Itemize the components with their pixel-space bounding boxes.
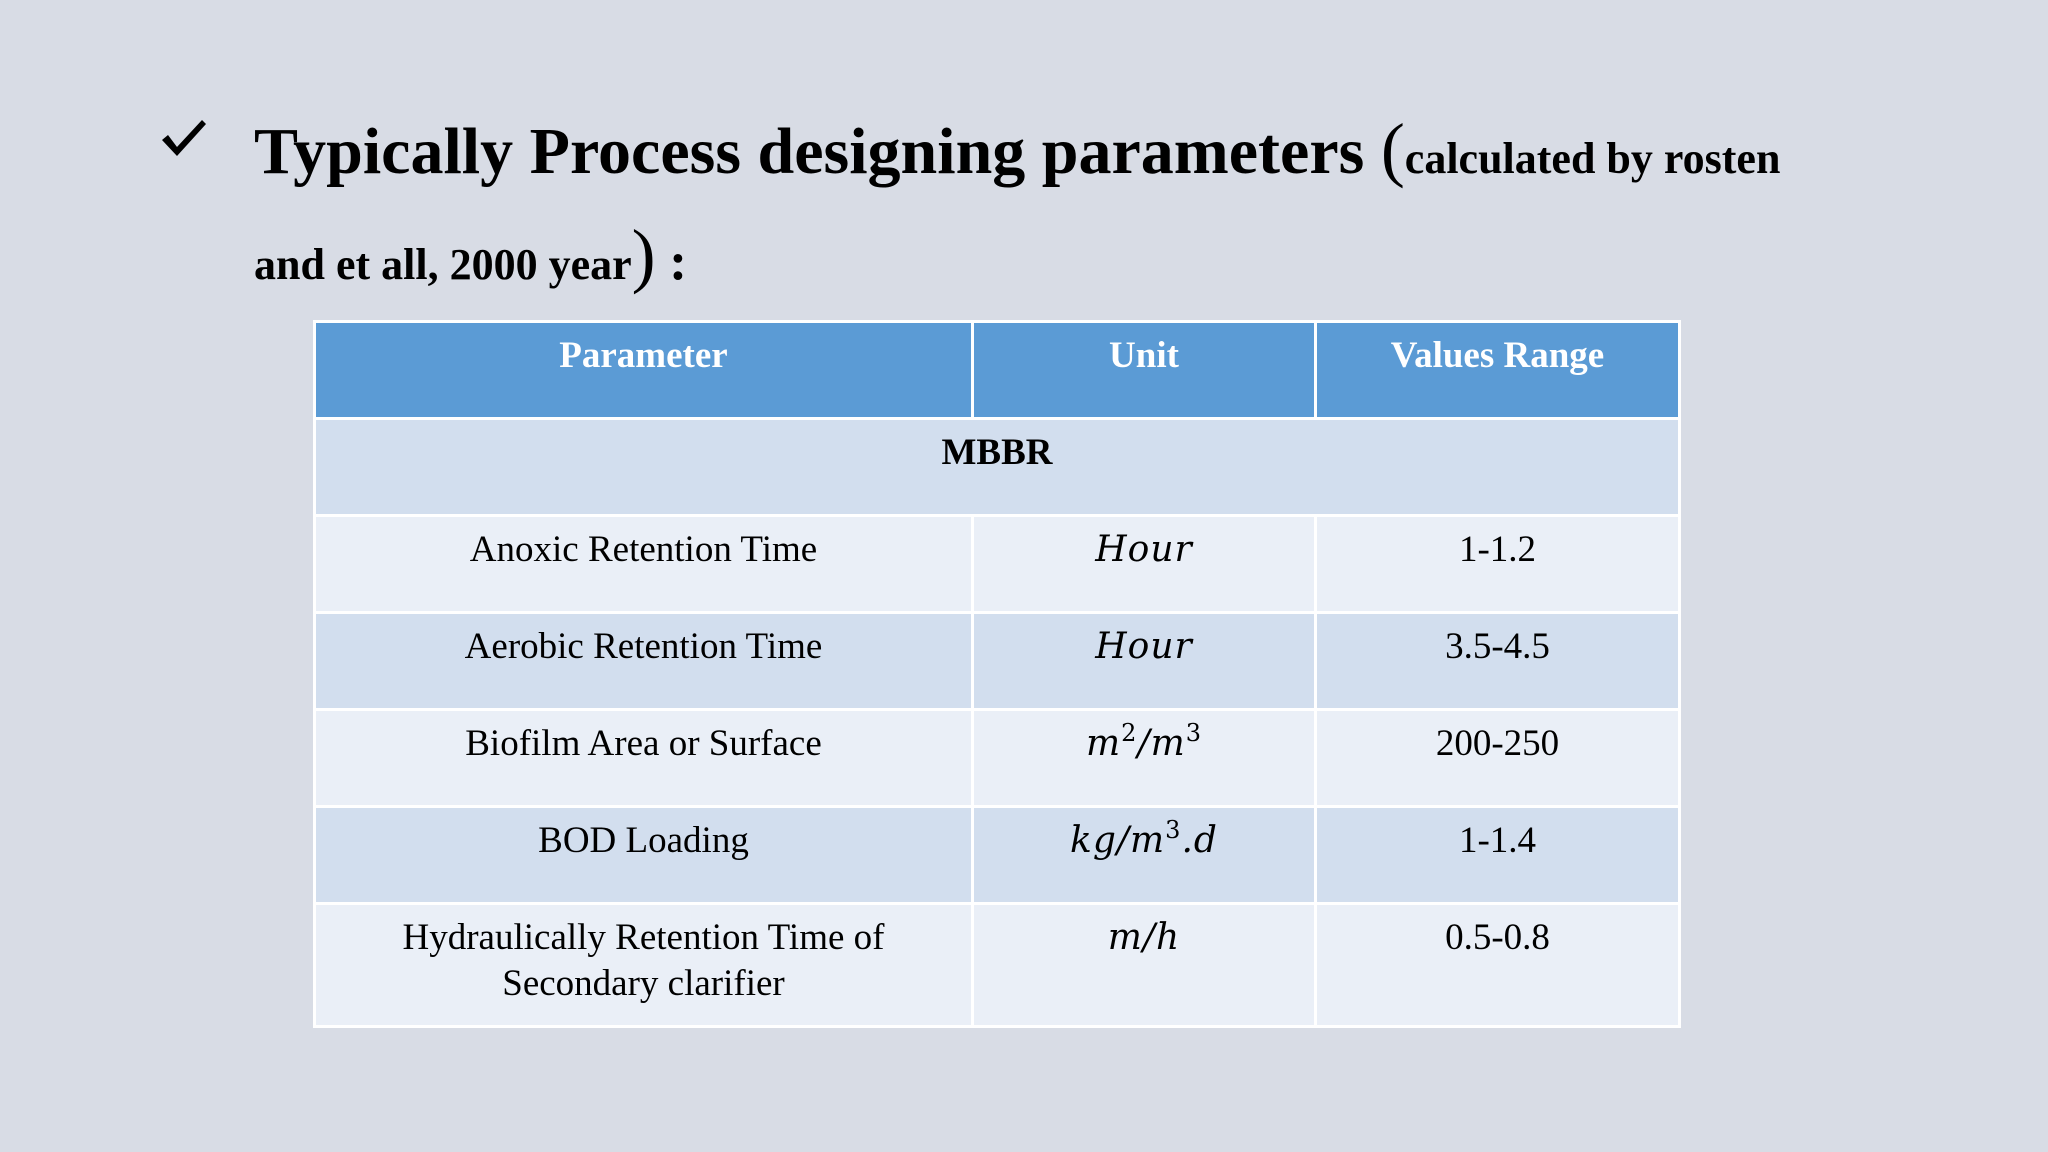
unit-cell: kg/m3.d: [971, 805, 1317, 905]
parameter-cell: Biofilm Area or Surface: [313, 708, 974, 808]
range-cell: 3.5-4.5: [1314, 611, 1681, 711]
unit-base-2: .d: [1181, 820, 1218, 861]
title-main: Typically Process designing parameters: [254, 115, 1381, 188]
unit-text: m2/m3: [1086, 721, 1202, 764]
unit-base: m: [1086, 723, 1122, 764]
title-close-paren: ): [631, 215, 656, 295]
title-note-1: calculated by rosten: [1404, 134, 1781, 183]
unit-exponent: 3: [1165, 816, 1182, 844]
range-cell: 1-1.2: [1314, 514, 1681, 614]
header-unit: Unit: [971, 320, 1317, 420]
range-cell: 1-1.4: [1314, 805, 1681, 905]
unit-exponent: 2: [1121, 719, 1138, 747]
section-row: MBBR: [313, 417, 1681, 517]
unit-cell: Hour: [971, 514, 1317, 614]
range-cell: 200-250: [1314, 708, 1681, 808]
table-row: Biofilm Area or Surface m2/m3 200-250: [313, 708, 1681, 808]
table-row: Aerobic Retention Time Hour 3.5-4.5: [313, 611, 1681, 711]
parameter-cell: Hydraulically Retention Time of Secondar…: [313, 902, 974, 1028]
unit-text: m/h: [1108, 917, 1180, 958]
check-mark-icon: [162, 120, 206, 156]
header-parameter: Parameter: [313, 320, 974, 420]
table-header-row: Parameter Unit Values Range: [313, 320, 1681, 420]
slide-title: Typically Process designing parameters (…: [158, 106, 1918, 318]
table-row: BOD Loading kg/m3.d 1-1.4: [313, 805, 1681, 905]
title-colon: :: [655, 231, 688, 291]
unit-cell: m2/m3: [971, 708, 1317, 808]
title-note-2: and et all, 2000 year: [254, 240, 632, 289]
section-label: MBBR: [313, 417, 1681, 517]
title-open-paren: (: [1380, 109, 1405, 189]
table-row: Anoxic Retention Time Hour 1-1.2: [313, 514, 1681, 614]
unit-cell: Hour: [971, 611, 1317, 711]
unit-base: Hour: [1095, 626, 1193, 667]
header-values-range: Values Range: [1314, 320, 1681, 420]
unit-base: Hour: [1095, 529, 1193, 570]
unit-base: kg/m: [1070, 820, 1166, 861]
table-row: Hydraulically Retention Time of Secondar…: [313, 902, 1681, 1028]
parameter-cell: Anoxic Retention Time: [313, 514, 974, 614]
parameter-cell: BOD Loading: [313, 805, 974, 905]
title-text: Typically Process designing parameters (…: [254, 106, 1918, 318]
parameter-cell: Aerobic Retention Time: [313, 611, 974, 711]
unit-exponent-2: 3: [1185, 719, 1202, 747]
unit-text: kg/m3.d: [1070, 818, 1218, 861]
unit-cell: m/h: [971, 902, 1317, 1028]
range-cell: 0.5-0.8: [1314, 902, 1681, 1028]
unit-base-2: /m: [1137, 723, 1186, 764]
unit-text: Hour: [1095, 529, 1192, 570]
parameters-table: Parameter Unit Values Range MBBR Anoxic …: [313, 320, 1681, 1028]
unit-base: m/h: [1107, 917, 1181, 958]
unit-text: Hour: [1095, 626, 1192, 667]
